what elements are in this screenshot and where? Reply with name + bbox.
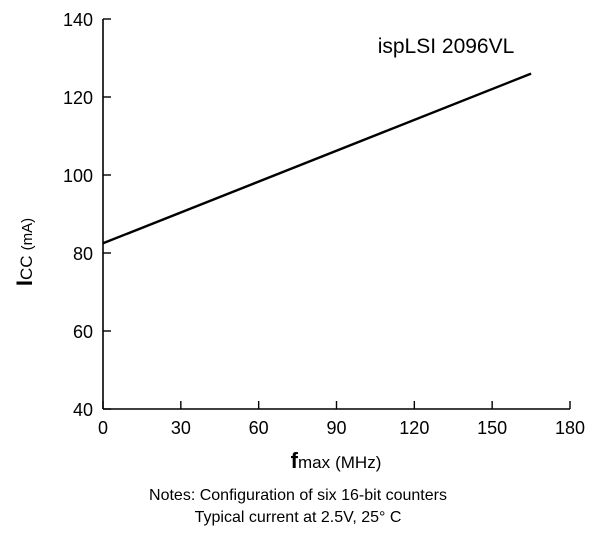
y-tick-label: 140 [63,10,93,30]
y-axis-title-main: I [12,280,37,286]
y-tick-label: 60 [73,322,93,342]
series-line [102,72,532,245]
chart: 0 30 60 90 120 150 180 40 60 80 100 120 140 ispLSI … [12,10,585,473]
x-tick-label: 90 [326,418,346,438]
y-tick-label: 100 [63,166,93,186]
notes-line-1: Notes: Configuration of six 16-bit count… [149,487,447,504]
x-axis-title-unit: (MHz) [335,453,381,472]
x-ticks: 0 30 60 90 120 150 180 [98,401,585,438]
chart-notes: Notes: Configuration of six 16-bit count… [0,485,596,529]
y-axis-title: ICC (mA) [12,218,37,286]
y-ticks: 40 60 80 100 120 140 [63,10,111,420]
x-axis-title-sub: max [298,453,331,472]
y-axis-title-sub: CC [17,255,36,280]
y-tick-label: 80 [73,244,93,264]
series-layer [102,72,532,245]
x-tick-label: 120 [399,418,429,438]
x-tick-label: 30 [171,418,191,438]
series-label: ispLSI 2096VL [378,35,515,58]
notes-line-2: Typical current at 2.5V, 25° C [194,509,402,526]
x-tick-label: 0 [98,418,108,438]
x-tick-label: 180 [555,418,585,438]
x-tick-label: 60 [249,418,269,438]
x-axis-title-main: f [291,448,299,473]
x-tick-label: 150 [477,418,507,438]
axes [102,19,570,410]
y-axis-title-unit: (mA) [19,218,36,251]
y-tick-label: 40 [73,400,93,420]
y-tick-label: 120 [63,88,93,108]
x-axis-title: fmax (MHz) [291,448,382,473]
